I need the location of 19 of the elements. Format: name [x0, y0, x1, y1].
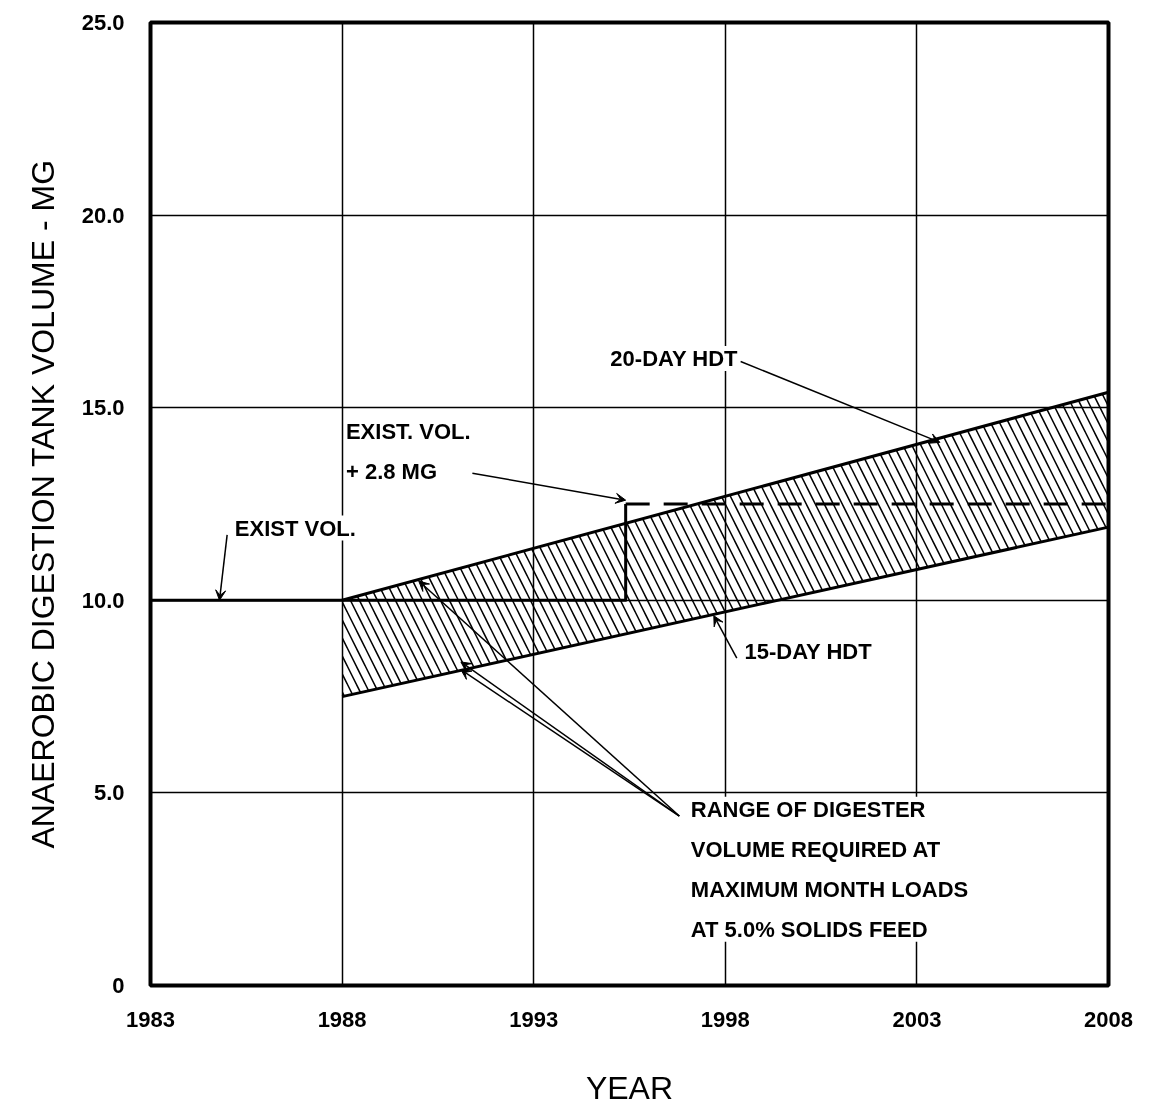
y-tick-label: 5.0 [93, 780, 125, 806]
annotation: RANGE OF DIGESTER VOLUME REQUIRED AT MAXIMUM MONTH LOADS AT 5.0% SOLIDS FEED [690, 796, 969, 942]
annotation: 15-DAY HDT [744, 638, 873, 664]
x-tick-label: 1993 [509, 1006, 559, 1032]
y-tick-label: 0 [112, 973, 125, 998]
y-tick-label: 20.0 [81, 202, 125, 228]
x-tick-label: 1988 [317, 1006, 367, 1032]
annotation: 20-DAY HDT [610, 346, 739, 372]
annotation: EXIST. VOL. + 2.8 MG [345, 419, 471, 485]
y-tick-label: 10.0 [81, 587, 125, 613]
annotation: EXIST VOL. [234, 515, 356, 541]
x-tick-label: 1983 [126, 1006, 175, 1032]
x-tick-label: 2008 [1084, 1006, 1133, 1032]
x-axis-title: YEAR [585, 1069, 674, 1106]
y-tick-label: 15.0 [81, 395, 125, 421]
y-axis-title: ANAEROBIC DIGESTION TANK VOLUME - MG [24, 159, 61, 849]
y-tick-label: 25.0 [81, 10, 125, 35]
x-tick-label: 2003 [892, 1006, 942, 1032]
x-tick-label: 1998 [700, 1006, 750, 1032]
